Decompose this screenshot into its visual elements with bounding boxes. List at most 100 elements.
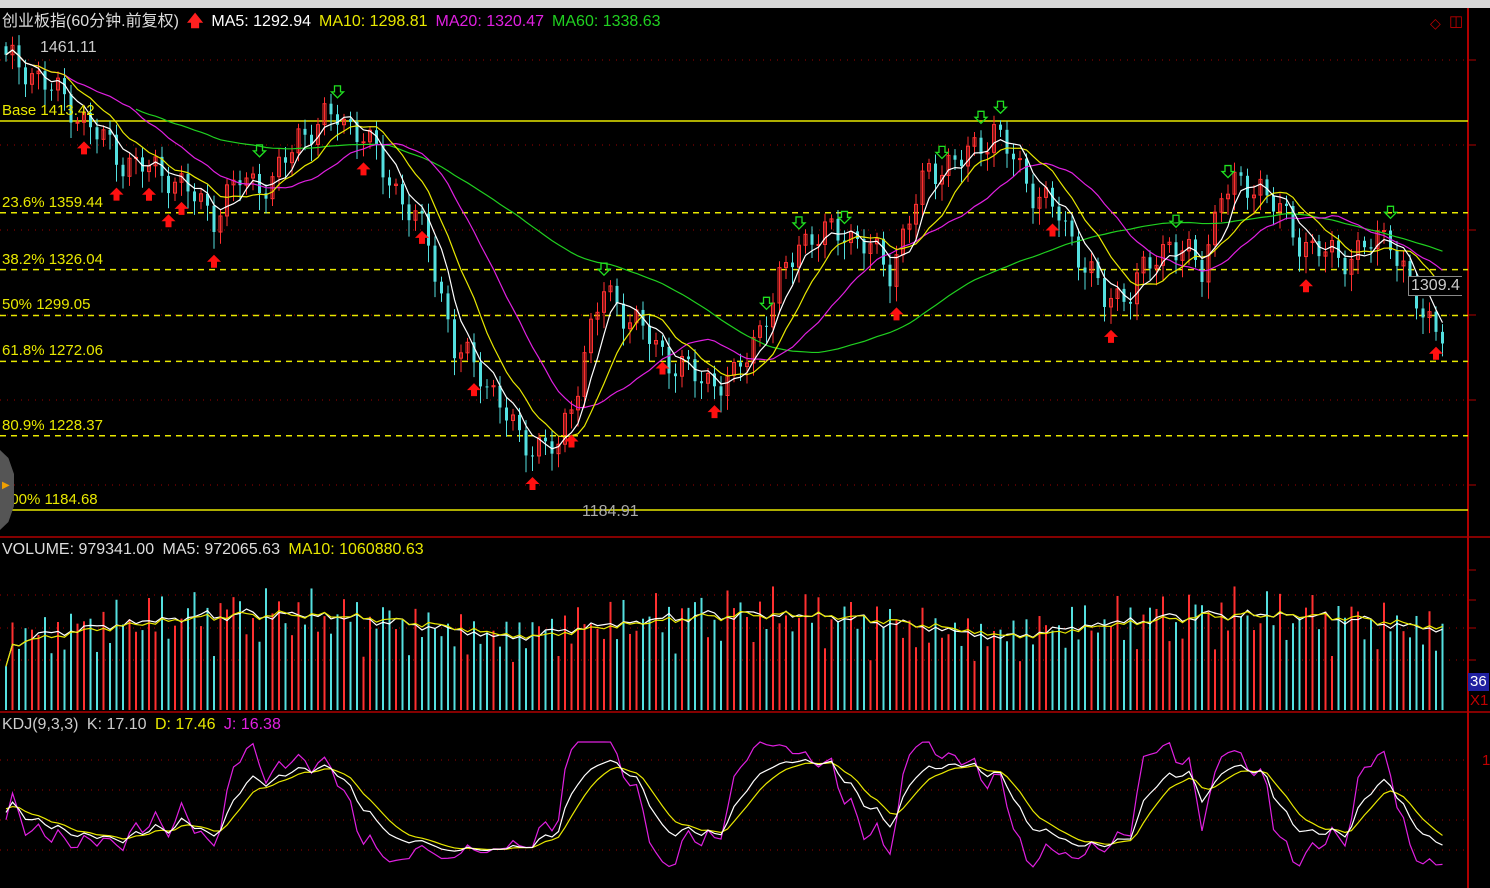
candle-body bbox=[1395, 250, 1399, 266]
candle-body bbox=[1025, 158, 1028, 184]
candle-body bbox=[394, 183, 398, 186]
candle-body bbox=[960, 159, 963, 166]
buy-signal-arrow-icon bbox=[564, 434, 579, 448]
volume-ma10-label: MA10: 1060880.63 bbox=[288, 541, 424, 558]
sell-signal-arrow-icon bbox=[1168, 214, 1184, 229]
candle-body bbox=[121, 164, 125, 177]
candle-body bbox=[615, 285, 619, 304]
candle-body bbox=[1369, 247, 1373, 249]
candle-body bbox=[290, 152, 294, 164]
candle-body bbox=[244, 177, 249, 186]
candle-body bbox=[719, 386, 723, 396]
candle-body bbox=[1363, 240, 1366, 248]
candle-body bbox=[440, 281, 443, 294]
candle-body bbox=[381, 145, 385, 178]
candle-body bbox=[1077, 236, 1080, 268]
candle-body bbox=[882, 238, 885, 265]
buy-signal-arrow-icon bbox=[525, 477, 540, 491]
volume-label: VOLUME: 979341.00 bbox=[2, 541, 155, 558]
candle-body bbox=[446, 293, 450, 320]
candle-body bbox=[1213, 211, 1217, 246]
candle-body bbox=[75, 121, 80, 124]
ma60-label: MA60: 1338.63 bbox=[552, 13, 661, 30]
candle-body bbox=[972, 137, 977, 147]
candle-body bbox=[1427, 311, 1432, 318]
candle-body bbox=[1343, 257, 1347, 275]
candle-body bbox=[50, 89, 53, 91]
candle-body bbox=[310, 134, 313, 145]
candle-body bbox=[1349, 258, 1354, 275]
candle-body bbox=[674, 373, 677, 377]
fib-label: 100% 1184.68 bbox=[2, 490, 98, 508]
candle-body bbox=[843, 240, 846, 243]
candle-body bbox=[1285, 203, 1288, 207]
candle-body bbox=[498, 385, 502, 408]
low-price-marker: 1184.91 bbox=[582, 503, 639, 520]
candle-body bbox=[284, 157, 287, 163]
candle-body bbox=[1206, 244, 1211, 283]
candle-body bbox=[10, 44, 15, 56]
candle-body bbox=[1232, 171, 1237, 195]
candle-body bbox=[1005, 129, 1009, 154]
candle-body bbox=[101, 129, 106, 140]
candle-body bbox=[725, 374, 730, 397]
candle-body bbox=[1180, 250, 1185, 261]
candle-body bbox=[1018, 158, 1022, 161]
candle-body bbox=[491, 385, 496, 388]
candle-body bbox=[608, 285, 613, 293]
candle-body bbox=[700, 381, 703, 384]
buy-signal-arrow-icon bbox=[142, 187, 156, 201]
candle-body bbox=[1096, 261, 1100, 279]
buy-signal-arrow-icon bbox=[889, 307, 904, 321]
layout-toggle-icon[interactable]: ◫ bbox=[1449, 13, 1464, 30]
candle-body bbox=[1441, 331, 1444, 344]
candle-body bbox=[1246, 175, 1249, 198]
candle-body bbox=[1330, 239, 1334, 253]
candle-body bbox=[465, 341, 470, 354]
candle-body bbox=[1310, 240, 1315, 244]
buy-signal-arrow-icon bbox=[109, 187, 124, 201]
candle-body bbox=[693, 359, 697, 382]
candle-body bbox=[888, 264, 892, 287]
candle-body bbox=[953, 155, 957, 160]
candle-body bbox=[479, 362, 482, 387]
candle-body bbox=[1323, 251, 1328, 257]
candle-body bbox=[803, 233, 808, 246]
candle-body bbox=[1187, 238, 1191, 252]
fib-label: 50% 1299.05 bbox=[2, 296, 91, 314]
candle-body bbox=[368, 129, 372, 143]
candle-body bbox=[329, 103, 333, 115]
candle-body bbox=[531, 455, 534, 457]
candle-body bbox=[36, 70, 41, 75]
candle-body bbox=[992, 124, 996, 153]
chart-header: 创业板指(60分钟.前复权) 🡅 MA5: 1292.94 MA10: 1298.81… bbox=[2, 13, 669, 31]
candle-body bbox=[1154, 264, 1159, 270]
volume-ma5-label: MA5: 972065.63 bbox=[162, 541, 280, 558]
up-arrow-icon: 🡅 bbox=[186, 13, 204, 30]
candle-body bbox=[797, 244, 801, 268]
candle-body bbox=[4, 46, 8, 55]
diamond-icon[interactable]: ◇ bbox=[1430, 15, 1441, 31]
candle-body bbox=[622, 303, 625, 329]
fib-label: 38.2% 1326.04 bbox=[2, 250, 103, 268]
candle-body bbox=[485, 386, 489, 388]
candle-body bbox=[505, 407, 508, 421]
fib-label: 61.8% 1272.06 bbox=[2, 342, 103, 360]
candle-body bbox=[1037, 196, 1042, 209]
candle-body bbox=[1434, 311, 1438, 332]
candle-body bbox=[167, 175, 170, 194]
candle-body bbox=[914, 203, 918, 225]
candle-body bbox=[999, 124, 1002, 130]
side-panel-handle[interactable]: ▶ bbox=[0, 450, 14, 530]
candle-body bbox=[595, 311, 600, 320]
candle-body bbox=[784, 262, 788, 269]
candle-body bbox=[63, 78, 66, 95]
candle-body bbox=[979, 137, 983, 154]
candle-body bbox=[355, 121, 359, 143]
candle-body bbox=[1012, 153, 1015, 160]
candle-body bbox=[1161, 244, 1165, 266]
candle-body bbox=[375, 130, 378, 146]
kdj-axis-label: 1 bbox=[1482, 752, 1490, 769]
candle-body bbox=[388, 177, 391, 186]
